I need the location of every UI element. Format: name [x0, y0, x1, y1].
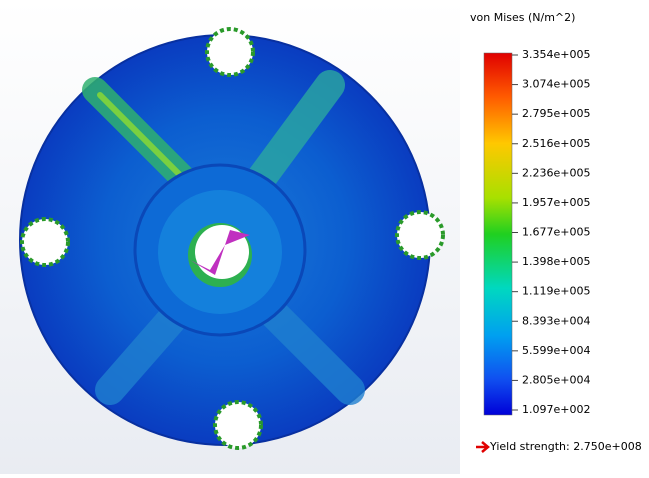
- legend-label: 5.599e+004: [522, 344, 590, 357]
- yield-strength: Yield strength: 2.750e+008: [489, 440, 642, 453]
- legend-title: von Mises (N/m^2): [470, 11, 575, 24]
- legend-label: 1.398e+005: [522, 255, 590, 268]
- legend-label: 1.677e+005: [522, 226, 590, 239]
- screenshot: von Mises (N/m^2) 3.354e+005 3.074e+005 2.…: [0, 0, 649, 474]
- legend-label: 8.393e+004: [522, 314, 590, 327]
- legend-label: 1.119e+005: [522, 285, 590, 298]
- legend-label: 2.236e+005: [522, 166, 590, 179]
- legend-label: 1.097e+002: [522, 403, 590, 416]
- legend-label: 2.795e+005: [522, 107, 590, 120]
- color-scale: [484, 53, 512, 415]
- legend-label: 3.354e+005: [522, 48, 590, 61]
- legend-label: 3.074e+005: [522, 78, 590, 91]
- legend-label: 1.957e+005: [522, 196, 590, 209]
- legend-label: 2.516e+005: [522, 137, 590, 150]
- legend-label: 2.805e+004: [522, 373, 590, 386]
